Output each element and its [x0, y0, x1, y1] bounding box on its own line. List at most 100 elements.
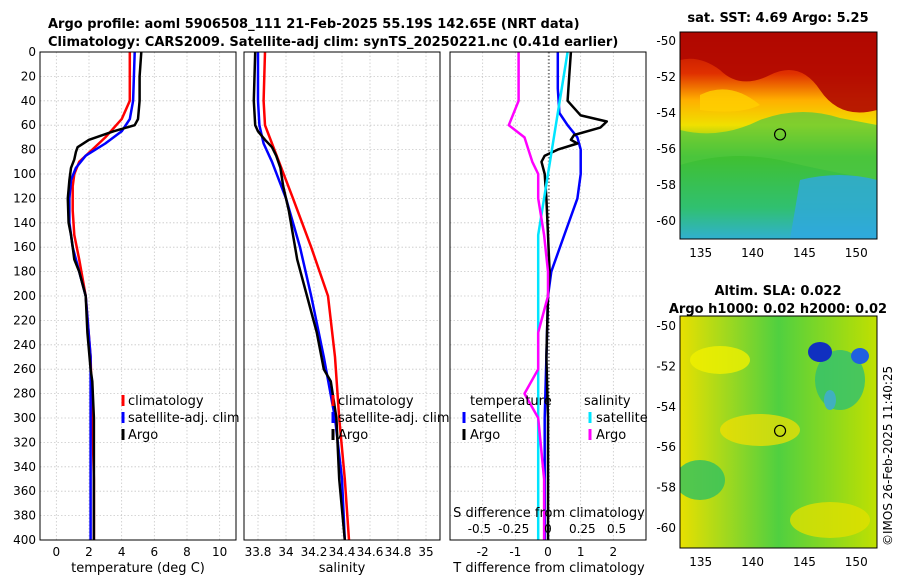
imos-timestamp-text: ©IMOS 26-Feb-2025 11:40:25: [881, 366, 895, 546]
top-tick-label: -0.5: [468, 522, 491, 536]
x-tick-label: 33.8: [245, 545, 272, 559]
x-tick-label: 34.6: [357, 545, 384, 559]
sla-anomaly: [824, 390, 836, 410]
y-tick-label: 40: [21, 94, 36, 108]
x-tick-label: 2: [85, 545, 93, 559]
sla-anomaly: [680, 460, 725, 500]
temperature-xlabel: temperature (deg C): [71, 561, 205, 576]
sla-anomaly: [690, 346, 750, 374]
legend-label: satellite: [596, 411, 648, 426]
y-tick-label: 20: [21, 69, 36, 83]
y-tick-label: 100: [13, 167, 36, 181]
lat-tick-label: -60: [656, 214, 676, 228]
y-tick-label: 60: [21, 118, 36, 132]
t-difference-label: T difference from climatology: [452, 561, 645, 576]
x-tick-label: 6: [151, 545, 159, 559]
y-tick-label: 140: [13, 216, 36, 230]
y-tick-label: 240: [13, 338, 36, 352]
lat-tick-label: -52: [656, 359, 676, 373]
y-tick-label: 380: [13, 509, 36, 523]
x-tick-label: 8: [183, 545, 191, 559]
x-tick-label: -2: [477, 545, 489, 559]
top-tick-label: -0.25: [498, 522, 529, 536]
lat-tick-label: -56: [656, 142, 676, 156]
series-line-argo: [66, 51, 143, 540]
sla-map-title-line1: Altim. SLA: 0.022: [715, 284, 842, 299]
salinity-xlabel: salinity: [319, 561, 366, 576]
y-tick-label: 80: [21, 143, 36, 157]
x-tick-label: -1: [509, 545, 521, 559]
y-tick-label: 340: [13, 460, 36, 474]
sla-map-frame: [679, 315, 878, 549]
legend-label: satellite: [470, 411, 522, 426]
legend-label: climatology: [128, 394, 204, 409]
legend-label: satellite-adj. clim: [128, 411, 240, 426]
lon-tick-label: 150: [845, 246, 868, 260]
sla-negative-eddy: [851, 348, 869, 364]
y-tick-label: 320: [13, 435, 36, 449]
x-tick-label: 35: [418, 545, 433, 559]
x-tick-label: 0: [53, 545, 61, 559]
sla-map-panel: Altim. SLA: 0.022 Argo h1000: 0.02 h2000…: [656, 284, 887, 569]
lat-tick-label: -50: [656, 319, 676, 333]
sst-yellow-tongue: [700, 89, 760, 112]
x-tick-label: 34: [278, 545, 293, 559]
temperature-profile-panel: 0204060801001201401601802002202402602803…: [13, 45, 240, 576]
lat-tick-label: -56: [656, 440, 676, 454]
legend-label: Argo: [470, 428, 500, 443]
argo-position-marker: [773, 424, 787, 437]
series-line-climatology: [262, 51, 351, 541]
y-tick-label: 160: [13, 240, 36, 254]
legend-title-salinity: salinity: [584, 394, 631, 409]
legend-label: satellite-adj. clim: [338, 411, 450, 426]
sla-map-title-line2: Argo h1000: 0.02 h2000: 0.02: [669, 302, 887, 317]
lon-tick-label: 135: [689, 555, 712, 569]
y-tick-label: 400: [13, 533, 36, 547]
y-tick-label: 300: [13, 411, 36, 425]
top-tick-label: 0: [544, 522, 552, 536]
series-line-s-argo: [507, 52, 550, 540]
difference-axes-frame: [449, 51, 647, 541]
lat-tick-label: -58: [656, 178, 676, 192]
lat-tick-label: -54: [656, 106, 676, 120]
salinity-axes-frame: [243, 51, 441, 541]
x-tick-label: 10: [212, 545, 227, 559]
difference-profile-panel: -2 -1 0 1 2 -0.5 -0.25 0 0.25 0.5 S difference fr…: [449, 51, 648, 576]
lon-tick-label: 150: [845, 555, 868, 569]
y-tick-label: 280: [13, 387, 36, 401]
top-tick-label: 0.5: [607, 522, 626, 536]
legend-label: climatology: [338, 394, 414, 409]
sst-cold-region: [790, 175, 877, 239]
y-tick-label: 200: [13, 289, 36, 303]
y-tick-label: 260: [13, 362, 36, 376]
salinity-profile-panel: 33.8 34 34.2 34.4 34.6 34.8 35 salinity climat…: [243, 51, 450, 576]
x-tick-label: 2: [610, 545, 618, 559]
figure-title-line1: Argo profile: aoml 5906508_111 21-Feb-20…: [48, 17, 580, 32]
y-tick-label: 180: [13, 265, 36, 279]
x-tick-label: 34.4: [329, 545, 356, 559]
legend-label: Argo: [128, 428, 158, 443]
sst-map-panel: sat. SST: 4.69 Argo: 5.25 135 140 145 150 -5…: [656, 11, 878, 260]
top-tick-label: 0.25: [569, 522, 596, 536]
x-tick-label: 0: [544, 545, 552, 559]
y-tick-label: 220: [13, 313, 36, 327]
imos-timestamp: ©IMOS 26-Feb-2025 11:40:25: [881, 366, 895, 546]
y-tick-label: 120: [13, 191, 36, 205]
lon-tick-label: 135: [689, 246, 712, 260]
sla-negative-eddy: [808, 342, 832, 362]
temperature-axes-frame: [39, 51, 237, 541]
sst-map-title: sat. SST: 4.69 Argo: 5.25: [687, 11, 868, 26]
x-tick-label: 34.8: [385, 545, 412, 559]
series-line-s-satellite: [536, 51, 569, 540]
lon-tick-label: 140: [741, 246, 764, 260]
y-tick-label: 360: [13, 484, 36, 498]
y-tick-label: 0: [28, 45, 36, 59]
lat-tick-label: -58: [656, 480, 676, 494]
series-line-t-satellite: [543, 52, 582, 540]
s-difference-label: S difference from climatology: [453, 506, 645, 521]
argo-position-marker: [773, 128, 787, 141]
lat-tick-label: -52: [656, 70, 676, 84]
lat-tick-label: -54: [656, 400, 676, 414]
lat-tick-label: -50: [656, 34, 676, 48]
